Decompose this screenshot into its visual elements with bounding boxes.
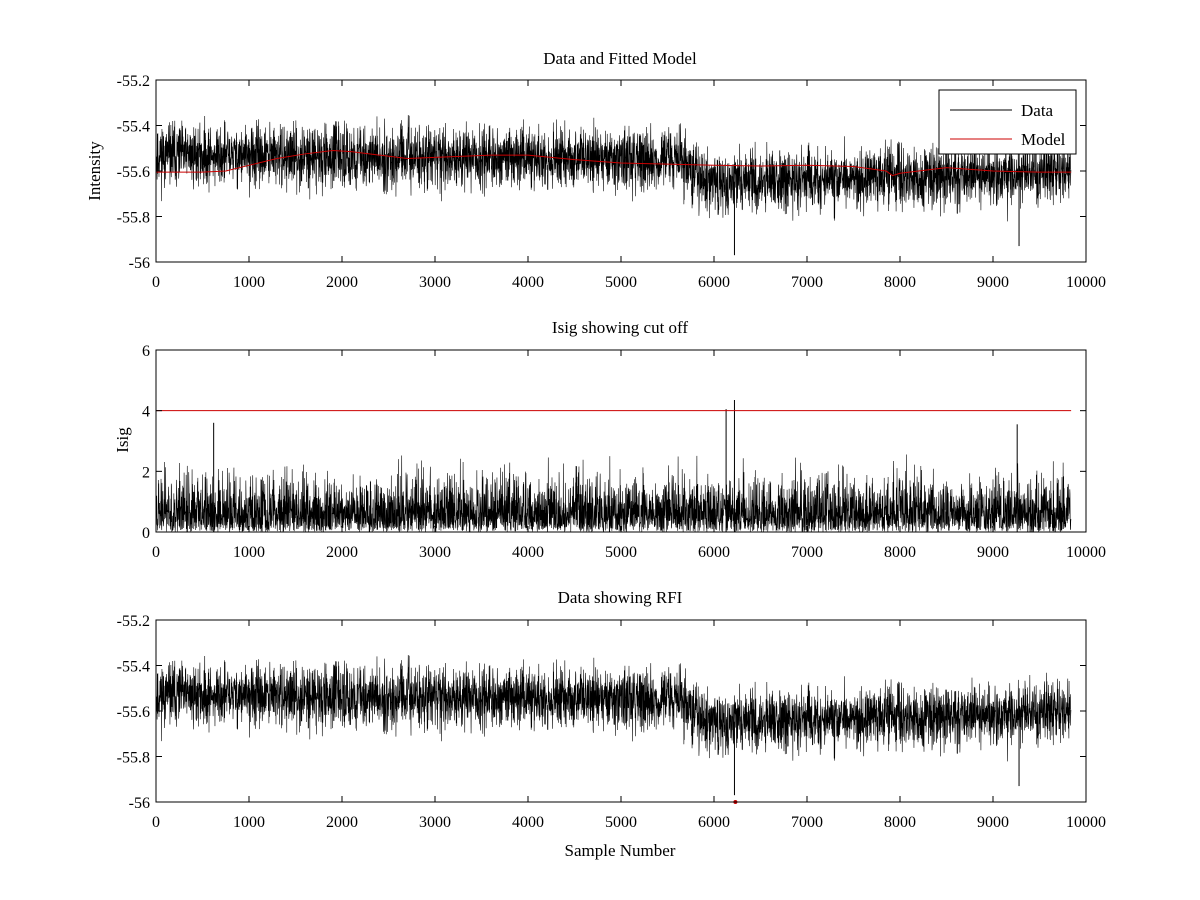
y-tick-label: 4 <box>142 404 150 421</box>
subplot-middle: Isig showing cut off Isig 0 1000 2000 3000 4… <box>113 318 1106 561</box>
series-group <box>156 115 1072 256</box>
y-tick-label: -56 <box>129 255 150 272</box>
y-tick-label: -55.8 <box>117 750 150 767</box>
x-tick-label: 1000 <box>233 814 265 831</box>
x-tick-label: 8000 <box>884 274 916 291</box>
x-tick-label: 4000 <box>512 544 544 561</box>
subplot-top: Data and Fitted Model Intensity 0 1000 200… <box>85 49 1106 291</box>
x-tick-label: 9000 <box>977 814 1009 831</box>
y-tick-label: -55.8 <box>117 210 150 227</box>
x-tick-label: 4000 <box>512 814 544 831</box>
series-line-model <box>156 150 1072 177</box>
x-tick-label: 0 <box>152 544 160 561</box>
legend: Data Model <box>938 89 1077 155</box>
x-tick-label: 3000 <box>419 544 451 561</box>
x-tick-label: 9000 <box>977 274 1009 291</box>
y-axis-label: Intensity <box>85 141 104 201</box>
y-tick-label: -55.6 <box>117 704 150 721</box>
x-tick-label: 3000 <box>419 814 451 831</box>
series-line-isig <box>156 454 1072 532</box>
y-tick-label: 0 <box>142 525 150 542</box>
x-tick-label: 6000 <box>698 544 730 561</box>
y-tick-label: 2 <box>142 464 150 481</box>
y-tick-label: -55.2 <box>117 73 150 90</box>
x-tick-label: 8000 <box>884 544 916 561</box>
x-tick-label: 6000 <box>698 274 730 291</box>
plot-area: 0 1000 2000 3000 4000 5000 6000 7000 8000 9000 100… <box>117 613 1106 831</box>
x-tick-label: 0 <box>152 814 160 831</box>
chart-title: Data showing RFI <box>558 588 683 607</box>
x-tick-label: 7000 <box>791 814 823 831</box>
x-tick-label: 2000 <box>326 274 358 291</box>
x-tick-label: 2000 <box>326 544 358 561</box>
plot-area: 0 1000 2000 3000 4000 5000 6000 7000 8000 9000 100… <box>117 73 1106 291</box>
y-tick-label: -55.6 <box>117 164 150 181</box>
x-axis-label: Sample Number <box>565 841 676 860</box>
x-tick-label: 0 <box>152 274 160 291</box>
y-tick-label: -55.4 <box>117 659 150 676</box>
x-tick-label: 6000 <box>698 814 730 831</box>
legend-label-model: Model <box>1021 130 1066 149</box>
x-tick-label: 5000 <box>605 544 637 561</box>
y-tick-label: 6 <box>142 343 150 360</box>
series-group <box>156 655 1072 796</box>
x-tick-label: 4000 <box>512 274 544 291</box>
y-tick-label: -55.4 <box>117 119 150 136</box>
x-tick-label: 10000 <box>1066 814 1106 831</box>
x-tick-label: 5000 <box>605 274 637 291</box>
x-tick-label: 3000 <box>419 274 451 291</box>
series-line-data <box>156 115 1072 222</box>
x-tick-label: 10000 <box>1066 544 1106 561</box>
x-tick-label: 10000 <box>1066 274 1106 291</box>
plot-area: 0 1000 2000 3000 4000 5000 6000 7000 8000 9000 100… <box>142 343 1106 561</box>
x-tick-label: 8000 <box>884 814 916 831</box>
series-line-data <box>156 655 1072 762</box>
legend-box <box>938 89 1077 155</box>
x-tick-label: 2000 <box>326 814 358 831</box>
x-tick-label: 7000 <box>791 274 823 291</box>
y-tick-label: -56 <box>129 795 150 812</box>
y-axis-label: Isig <box>113 427 132 453</box>
x-tick-label: 1000 <box>233 544 265 561</box>
chart-title: Data and Fitted Model <box>543 49 697 68</box>
chart-title: Isig showing cut off <box>552 318 688 337</box>
x-tick-label: 7000 <box>791 544 823 561</box>
x-tick-label: 5000 <box>605 814 637 831</box>
y-tick-label: -55.2 <box>117 613 150 630</box>
subplot-bottom: Data showing RFI Sample Number 0 1000 2000… <box>117 588 1106 860</box>
series-group <box>156 400 1072 532</box>
x-tick-label: 1000 <box>233 274 265 291</box>
x-tick-label: 9000 <box>977 544 1009 561</box>
legend-label-data: Data <box>1021 101 1054 120</box>
